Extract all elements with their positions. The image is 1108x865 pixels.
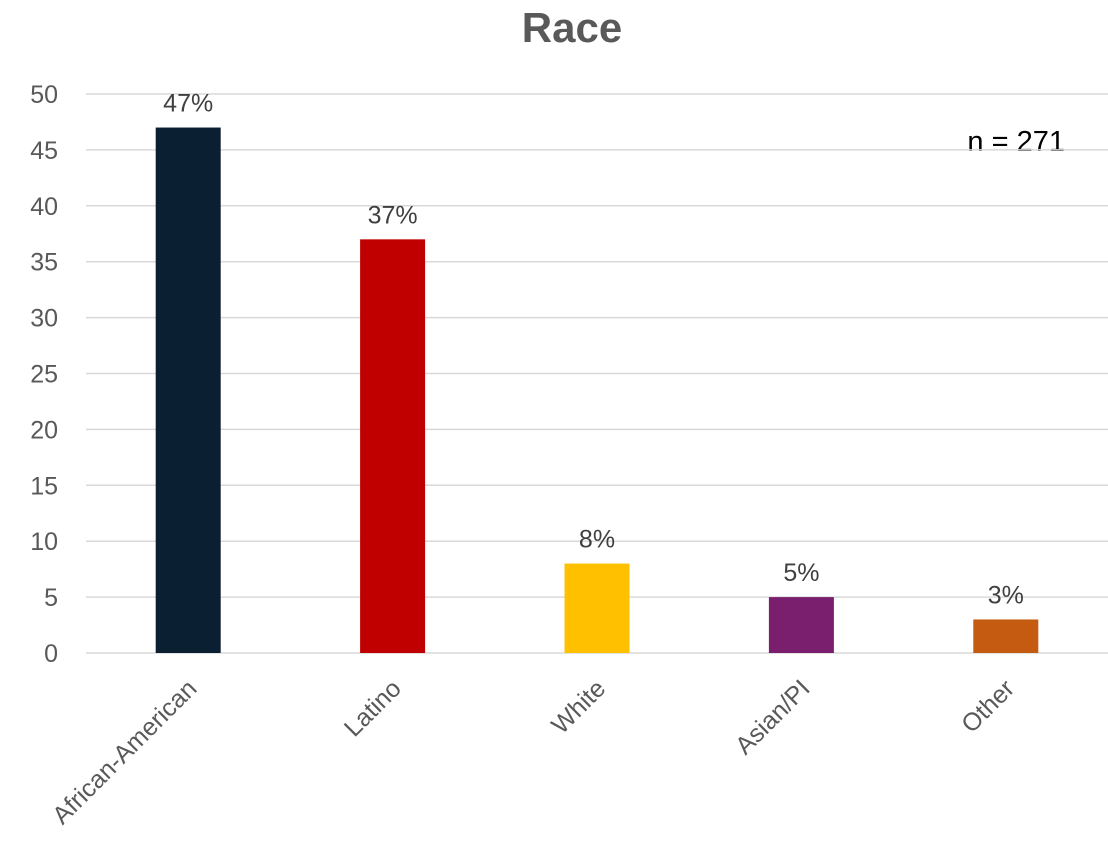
data-label: 8% bbox=[579, 526, 615, 554]
y-tick-label: 35 bbox=[30, 249, 58, 277]
y-tick-label: 20 bbox=[30, 416, 58, 444]
y-tick-label: 40 bbox=[30, 193, 58, 221]
data-label: 3% bbox=[988, 581, 1024, 609]
bar-latino bbox=[360, 239, 426, 653]
bars bbox=[155, 127, 1039, 654]
category-label: Asian/PI bbox=[730, 674, 816, 760]
y-axis-tick-labels: 0 5 10 15 20 25 30 35 40 45 50 bbox=[30, 81, 58, 668]
data-label: 5% bbox=[783, 559, 819, 587]
bar-white bbox=[564, 563, 630, 653]
category-label: Other bbox=[956, 674, 1020, 738]
bar-african-american bbox=[155, 127, 221, 654]
y-tick-label: 30 bbox=[30, 305, 58, 333]
data-label: 47% bbox=[163, 90, 213, 118]
y-tick-label: 50 bbox=[30, 81, 58, 109]
category-label: Latino bbox=[339, 674, 407, 742]
x-axis-category-labels: African-American Latino White Asian/PI Other bbox=[47, 674, 1020, 829]
y-tick-label: 15 bbox=[30, 472, 58, 500]
bar-asian-pi bbox=[768, 597, 834, 653]
y-tick-label: 45 bbox=[30, 137, 58, 165]
category-label: African-American bbox=[47, 674, 202, 829]
y-tick-label: 5 bbox=[44, 584, 58, 612]
category-label: White bbox=[546, 674, 611, 739]
y-tick-label: 25 bbox=[30, 361, 58, 389]
sample-size-annotation: n = 271 bbox=[967, 126, 1065, 158]
data-labels: 47% 37% 8% 5% 3% bbox=[163, 90, 1024, 610]
y-tick-label: 10 bbox=[30, 528, 58, 556]
gridlines bbox=[86, 93, 1108, 654]
bar-other bbox=[973, 619, 1039, 653]
y-tick-label: 0 bbox=[44, 640, 58, 668]
data-label: 37% bbox=[368, 201, 418, 229]
chart-title: Race bbox=[522, 4, 622, 51]
